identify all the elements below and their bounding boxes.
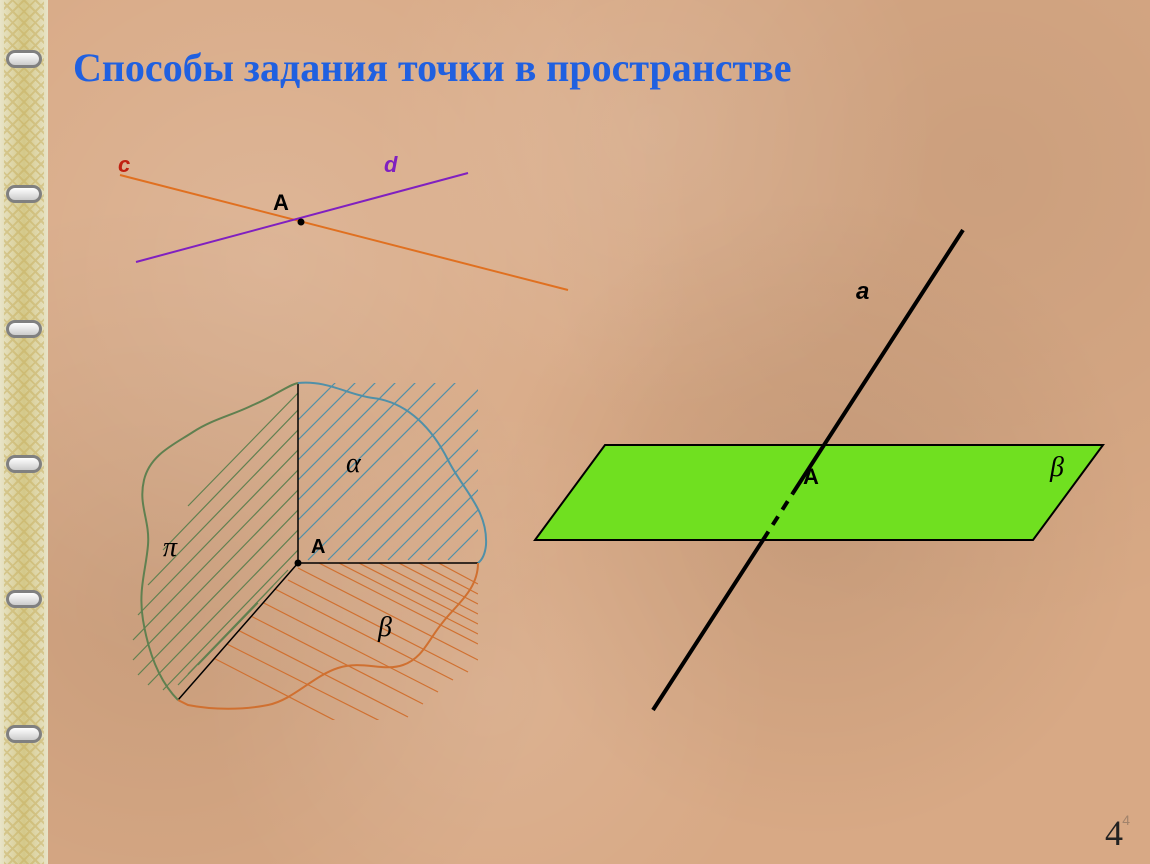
label-A1: A	[273, 190, 289, 216]
label-A2: A	[803, 464, 819, 490]
label-beta3: β	[378, 612, 392, 644]
label-pi: π	[163, 532, 177, 564]
spiral-ring	[6, 590, 42, 608]
spiral-ring	[6, 185, 42, 203]
page-number-small: 4	[1122, 812, 1130, 828]
page-number: 4	[1105, 812, 1123, 854]
spiral-binding	[0, 0, 48, 864]
label-beta2: β	[1050, 452, 1064, 484]
label-A3: A	[311, 536, 325, 559]
label-alpha: α	[346, 448, 361, 480]
spiral-ring	[6, 725, 42, 743]
diagram-intersecting-lines	[120, 173, 568, 290]
label-a: a	[856, 278, 869, 306]
spiral-ring	[6, 320, 42, 338]
label-d: d	[384, 152, 397, 178]
diagrams-svg	[48, 0, 1150, 864]
diagram-line-plane	[535, 230, 1103, 710]
label-c: c	[118, 152, 130, 178]
spiral-ring	[6, 455, 42, 473]
spiral-ring	[6, 50, 42, 68]
